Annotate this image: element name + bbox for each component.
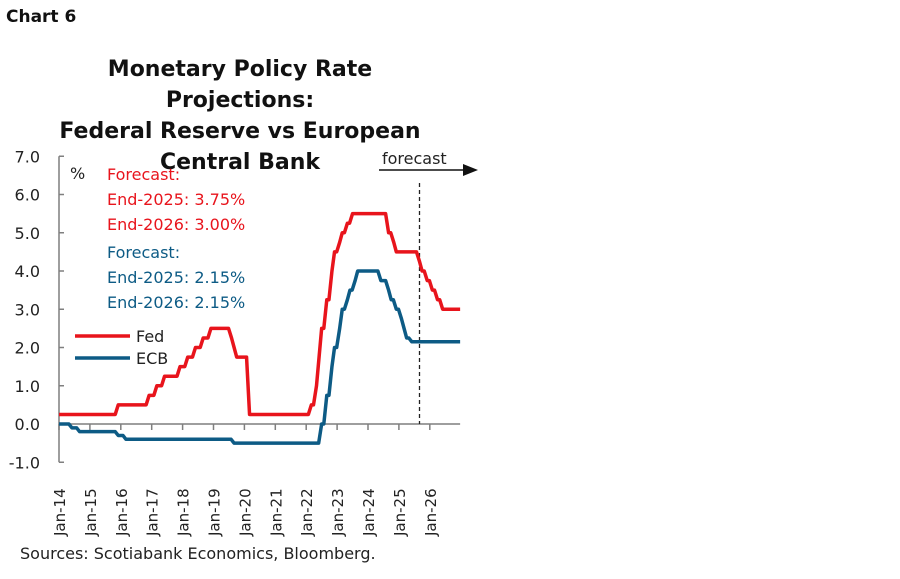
fed-forecast-annotation: Forecast: xyxy=(107,165,180,184)
x-tick-label: Jan-14 xyxy=(51,488,69,537)
ecb-forecast-annotation: Forecast: xyxy=(107,243,180,262)
legend-label-ecb: ECB xyxy=(136,349,168,368)
x-tick-label: Jan-18 xyxy=(175,488,193,537)
series-line-fed xyxy=(59,211,461,417)
title-line: Federal Reserve vs European xyxy=(59,119,421,144)
x-tick-label: Jan-26 xyxy=(422,488,440,537)
x-tick-label: Jan-15 xyxy=(82,488,100,537)
y-tick-label: 4.0 xyxy=(15,262,40,281)
ecb-forecast-annotation: End-2026: 2.15% xyxy=(107,293,245,312)
x-tick-label: Jan-21 xyxy=(267,488,285,537)
y-tick-label: 0.0 xyxy=(15,415,40,434)
legend-label-fed: Fed xyxy=(136,327,164,346)
title-line: Monetary Policy Rate Projections: xyxy=(107,57,373,113)
source-note: Sources: Scotiabank Economics, Bloomberg… xyxy=(20,544,376,563)
chart-number-label: Chart 6 xyxy=(6,7,77,27)
y-tick-label: 5.0 xyxy=(15,224,40,243)
x-tick-label: Jan-22 xyxy=(298,488,316,537)
y-tick-label: 7.0 xyxy=(15,147,40,166)
x-tick-label: Jan-25 xyxy=(391,488,409,537)
x-tick-label: Jan-17 xyxy=(144,488,162,537)
x-tick-label: Jan-19 xyxy=(206,488,224,537)
y-tick-label: 2.0 xyxy=(15,339,40,358)
x-tick-label: Jan-20 xyxy=(236,488,254,537)
y-tick-label: -1.0 xyxy=(9,453,40,472)
chart-title: Monetary Policy Rate Projections: Federa… xyxy=(30,54,450,178)
title-line: Central Bank xyxy=(159,150,321,175)
x-tick-label: Jan-16 xyxy=(113,488,131,537)
fed-forecast-annotation: End-2025: 3.75% xyxy=(107,190,245,209)
x-tick-label: Jan-23 xyxy=(329,488,347,537)
y-tick-label: 3.0 xyxy=(15,300,40,319)
ecb-forecast-annotation: End-2025: 2.15% xyxy=(107,268,245,287)
y-axis-unit-label: % xyxy=(70,164,85,183)
forecast-arrow-icon xyxy=(463,164,478,176)
fed-forecast-annotation: End-2026: 3.00% xyxy=(107,215,245,234)
x-tick-label: Jan-24 xyxy=(360,488,378,537)
series-line-ecb xyxy=(59,269,461,445)
y-tick-label: 6.0 xyxy=(15,186,40,205)
y-tick-label: 1.0 xyxy=(15,377,40,396)
forecast-label: forecast xyxy=(382,149,447,168)
